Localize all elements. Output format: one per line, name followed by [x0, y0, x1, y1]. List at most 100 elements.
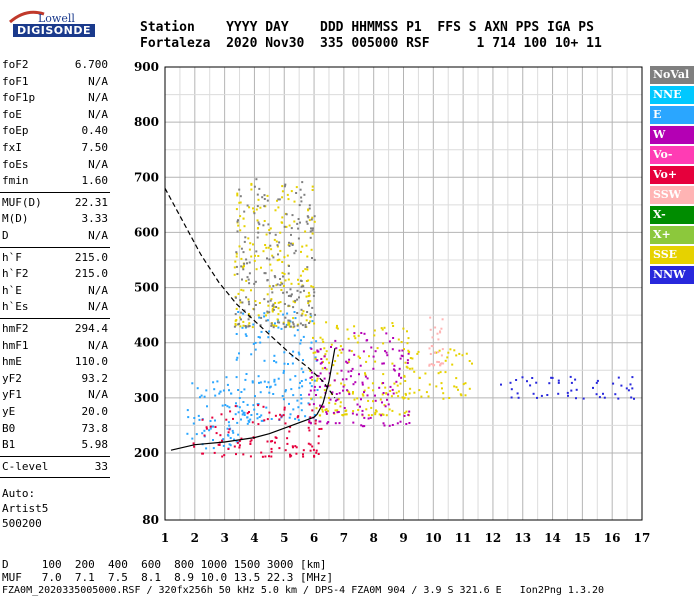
echo-point — [393, 382, 396, 385]
param-name: hmF2 — [2, 322, 29, 335]
echo-point — [302, 449, 305, 452]
echo-point — [276, 283, 279, 286]
footer-distance-line: D 100 200 400 600 800 1000 1500 3000 [km… — [2, 558, 327, 571]
echo-point — [235, 333, 238, 335]
echo-point — [269, 227, 272, 230]
echo-point — [228, 406, 231, 409]
echo-point — [285, 225, 288, 228]
echo-point — [428, 347, 431, 350]
echo-point — [407, 352, 410, 355]
echo-point — [283, 351, 286, 354]
param-value: 6.700 — [74, 58, 108, 71]
header-line-2: Fortaleza 2020 Nov30 335 005000 RSF 1 71… — [140, 36, 602, 51]
echo-point — [434, 326, 437, 329]
echo-point — [307, 442, 310, 445]
echo-point — [311, 409, 314, 412]
echo-point — [234, 322, 237, 325]
echo-point — [575, 397, 577, 400]
param-value: 215.0 — [74, 250, 108, 264]
echo-point — [196, 387, 199, 390]
echo-point — [294, 417, 297, 420]
echo-point — [307, 302, 310, 305]
echo-point — [277, 307, 280, 310]
echo-point — [299, 394, 302, 396]
echo-point — [226, 383, 229, 386]
echo-point — [387, 403, 390, 406]
echo-point — [409, 387, 412, 390]
echo-point — [287, 319, 290, 322]
echo-point — [328, 361, 331, 364]
echo-point — [262, 405, 265, 408]
echo-point — [350, 350, 353, 353]
echo-point — [428, 363, 431, 366]
echo-point — [289, 413, 292, 416]
echo-point — [279, 278, 281, 280]
echo-point — [270, 418, 273, 420]
auto-scaling-line: Auto: — [2, 487, 36, 501]
echo-point — [510, 396, 513, 399]
echo-point — [312, 288, 315, 291]
param-row: C-level 33 — [2, 459, 108, 475]
echo-point — [241, 413, 244, 416]
echo-point — [300, 380, 303, 382]
echo-point — [272, 256, 275, 259]
echo-point — [362, 394, 365, 397]
echo-point — [243, 240, 246, 243]
echo-point — [334, 409, 337, 412]
param-value: N/A — [88, 157, 108, 171]
echo-point — [320, 427, 323, 430]
echo-point — [238, 440, 241, 442]
echo-point — [364, 372, 366, 375]
echo-point — [298, 353, 301, 356]
echo-point — [267, 300, 270, 303]
echo-point — [257, 423, 260, 426]
echo-point — [284, 316, 287, 319]
echo-point — [251, 380, 254, 383]
echo-point — [323, 347, 326, 350]
echo-point — [240, 318, 242, 321]
echo-point — [308, 403, 311, 406]
echo-point — [551, 376, 554, 379]
echo-point — [325, 408, 328, 411]
echo-point — [274, 209, 277, 212]
echo-point — [300, 308, 303, 311]
x-tick-label: 15 — [574, 531, 591, 545]
echo-point — [186, 409, 189, 412]
echo-point — [236, 421, 239, 424]
echo-point — [310, 371, 313, 374]
echo-point — [321, 408, 324, 411]
echo-point — [228, 428, 231, 431]
echo-point — [325, 321, 328, 324]
echo-point — [430, 363, 433, 366]
echo-point — [526, 380, 528, 383]
echo-point — [266, 199, 269, 202]
echo-point — [245, 335, 248, 337]
echo-point — [329, 384, 332, 387]
param-separator — [0, 246, 110, 248]
echo-point — [266, 418, 269, 421]
echo-point — [275, 437, 278, 439]
echo-point — [244, 325, 247, 327]
echo-point — [309, 389, 312, 392]
echo-point — [267, 246, 270, 249]
echo-point — [361, 381, 364, 384]
digisonde-logo-swoosh — [9, 10, 45, 24]
echo-point — [299, 322, 302, 325]
echo-point — [198, 418, 201, 421]
echo-point — [247, 300, 250, 303]
param-row: D N/A — [2, 228, 108, 244]
echo-point — [221, 439, 223, 442]
echo-point — [381, 393, 384, 396]
echo-point — [270, 447, 273, 450]
echo-point — [361, 425, 364, 428]
echo-point — [435, 351, 438, 354]
echo-point — [238, 352, 240, 355]
echo-point — [276, 245, 279, 248]
echo-point — [324, 366, 327, 369]
echo-point — [296, 329, 299, 332]
x-tick-label: 16 — [604, 531, 621, 545]
echo-point — [403, 411, 406, 414]
echo-point — [462, 383, 465, 386]
echo-point — [348, 391, 351, 394]
param-separator — [0, 455, 110, 457]
